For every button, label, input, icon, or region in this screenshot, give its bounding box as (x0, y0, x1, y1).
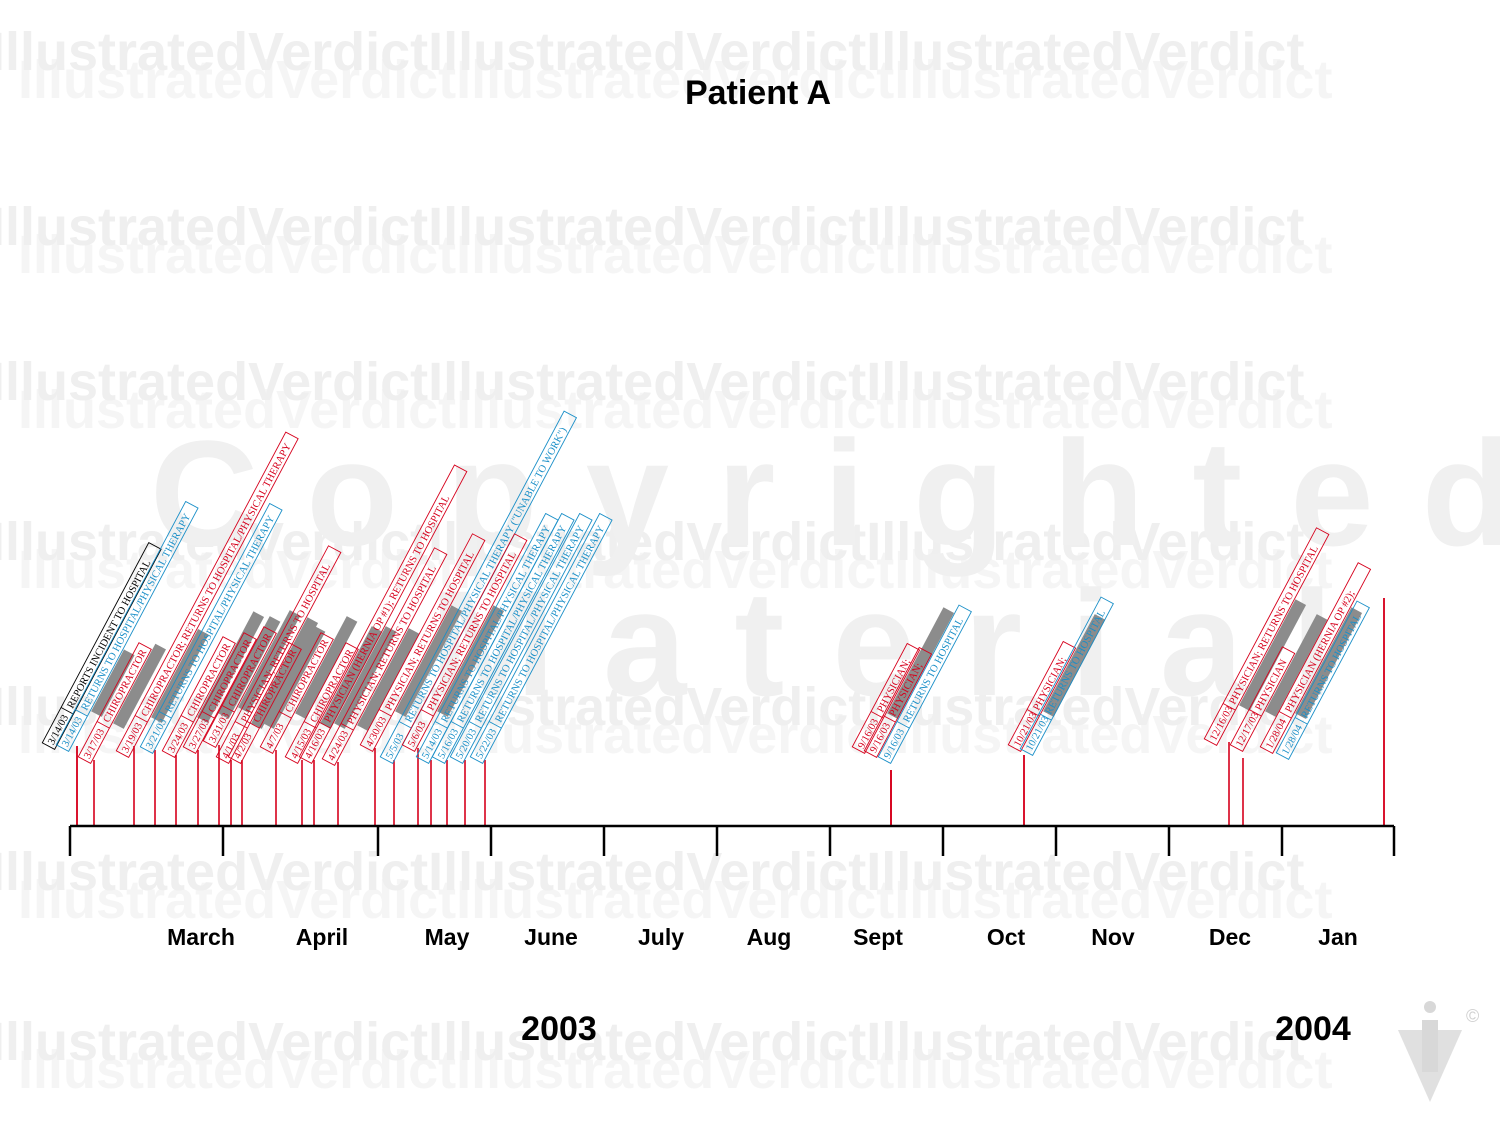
event-box (298, 464, 468, 765)
event-box (77, 642, 152, 765)
event-date: 4/7/03 (264, 722, 286, 751)
event-box (1259, 562, 1372, 755)
event-divider (158, 711, 172, 719)
event-box (115, 431, 299, 759)
event-divider (60, 707, 74, 715)
event-duration-bar (295, 616, 358, 719)
month-label: April (296, 924, 348, 950)
event-box (1007, 640, 1077, 753)
event-duration-bar (395, 605, 463, 717)
event-box (1275, 600, 1370, 761)
timeline-axis (68, 824, 1396, 856)
event-box (863, 646, 933, 759)
event-duration-bar (887, 607, 955, 719)
month-labels: March April May June July Aug Sept Oct Nov Dec Jan (167, 924, 1358, 950)
event-divider (1222, 703, 1236, 711)
event-box (431, 512, 575, 765)
event-divider (434, 721, 448, 729)
event-divider (180, 715, 194, 723)
event-box (401, 533, 528, 753)
event-box (851, 642, 921, 755)
month-label: May (425, 924, 470, 950)
month-label: July (638, 924, 684, 950)
month-label: Sept (853, 924, 903, 950)
event-duration-bar (320, 626, 383, 729)
event-duration-bar (251, 617, 319, 729)
event-duration-bar (113, 643, 166, 729)
event-box (1203, 527, 1330, 747)
event-box (227, 642, 302, 765)
event-duration-bar (1265, 614, 1328, 717)
event-duration-bar (357, 628, 420, 731)
event-divider (488, 721, 502, 729)
event-divider (468, 721, 482, 729)
event-divider (134, 715, 148, 723)
event-duration-bar (218, 616, 281, 719)
event-divider (896, 721, 910, 729)
event-divider (1278, 711, 1292, 719)
event-divider (1026, 709, 1040, 717)
year-label-2003: 2003 (521, 1010, 597, 1048)
event-divider (201, 711, 215, 719)
event-divider (74, 709, 88, 717)
event-box (321, 547, 448, 767)
event-divider (1248, 709, 1262, 717)
event-divider (378, 709, 392, 717)
event-box (55, 500, 199, 753)
event-divider (398, 721, 412, 729)
month-label: Nov (1091, 924, 1135, 950)
event-divider (246, 721, 260, 729)
event-divider (882, 715, 896, 723)
event-box (259, 632, 334, 755)
event-duration-bar (91, 649, 135, 717)
month-label: June (524, 924, 578, 950)
event-divider (317, 721, 331, 729)
event-box (182, 632, 257, 755)
event-duration-bar (197, 611, 265, 723)
event-divider (221, 705, 235, 713)
event-box (877, 604, 972, 765)
event-divider (870, 711, 884, 719)
event-divider (450, 721, 464, 729)
event-divider (278, 711, 292, 719)
month-label: Aug (747, 924, 792, 950)
event-box (41, 541, 162, 751)
event-box (449, 512, 593, 765)
year-label-2004: 2004 (1275, 1010, 1351, 1048)
event-divider (1294, 717, 1308, 725)
event-duration-bar (263, 626, 326, 729)
event-box (161, 636, 236, 759)
event-divider (420, 709, 434, 717)
event-duration-bar (1043, 614, 1106, 717)
event-divider (96, 721, 110, 729)
event-box (202, 626, 277, 749)
event-duration-bar (1239, 599, 1307, 711)
event-date: 5/5/03 (384, 732, 406, 761)
event-box (1229, 646, 1296, 753)
event-divider (1038, 713, 1052, 721)
event-divider (303, 721, 317, 729)
event-box (469, 512, 613, 765)
event-duration-bar (1295, 607, 1363, 719)
event-divider (340, 723, 354, 731)
event-box (1019, 596, 1114, 757)
event-box (284, 642, 359, 765)
event-box (215, 545, 342, 765)
page-title: Patient A (685, 74, 831, 112)
event-box (139, 502, 283, 755)
event-duration-bar (437, 605, 505, 717)
event-box (359, 533, 486, 753)
month-label: Jan (1318, 924, 1358, 950)
event-text: RETURNS TO HOSPITAL (1044, 608, 1108, 716)
month-label: Oct (987, 924, 1026, 950)
month-label: Dec (1209, 924, 1251, 950)
month-label: March (167, 924, 235, 950)
event-divider (234, 721, 248, 729)
